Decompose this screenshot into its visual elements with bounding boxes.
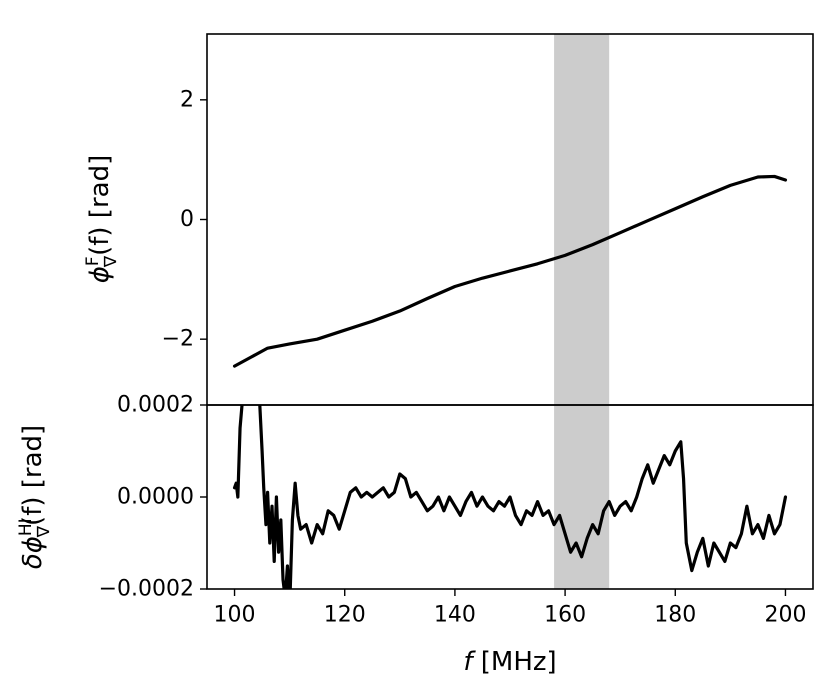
bottom-y-tick-label: −0.0002 bbox=[99, 577, 194, 602]
x-tick-label: 120 bbox=[324, 603, 366, 628]
bottom-ylabel-main: δϕ bbox=[18, 536, 48, 569]
x-tick-label: 140 bbox=[434, 603, 476, 628]
xlabel-tail: [MHz] bbox=[472, 647, 556, 677]
top-ylabel-sub: ∇ bbox=[101, 255, 121, 268]
top-y-tick-label: 0 bbox=[180, 207, 194, 232]
bottom-series-line bbox=[232, 405, 788, 589]
top-ylabel-main: ϕ bbox=[85, 266, 115, 283]
x-tick-label: 200 bbox=[764, 603, 806, 628]
top-y-axis-label: ϕF∇(f) [rad] bbox=[83, 155, 121, 283]
bottom-ylabel-tail: (f) [rad] bbox=[18, 425, 48, 526]
top-ylabel-sup: F bbox=[83, 256, 103, 266]
tick-group: 2 0 −2 0.0002 0.0000 −0.0002 100 120 140 160 180 20… bbox=[99, 87, 807, 627]
x-tick-label: 100 bbox=[214, 603, 256, 628]
x-tick-label: 180 bbox=[654, 603, 696, 628]
top-y-tick-label: −2 bbox=[162, 327, 194, 352]
x-tick-label: 160 bbox=[544, 603, 586, 628]
top-y-tick-label: 2 bbox=[180, 87, 194, 112]
x-axis-label: f [MHz] bbox=[463, 647, 556, 677]
bottom-shaded-band bbox=[554, 405, 610, 589]
top-axes-frame bbox=[206, 33, 814, 406]
bottom-y-tick-label: 0.0000 bbox=[117, 485, 194, 510]
bottom-ylabel-sup: HI bbox=[16, 518, 36, 536]
bottom-y-axis-label: δϕHI∇(f) [rad] bbox=[16, 425, 54, 569]
top-series-line bbox=[232, 174, 788, 368]
bottom-ylabel-sub: ∇ bbox=[34, 525, 54, 538]
bottom-y-tick-label: 0.0002 bbox=[117, 393, 194, 418]
top-shaded-band bbox=[554, 34, 610, 405]
top-ylabel-tail: (f) [rad] bbox=[85, 155, 115, 256]
